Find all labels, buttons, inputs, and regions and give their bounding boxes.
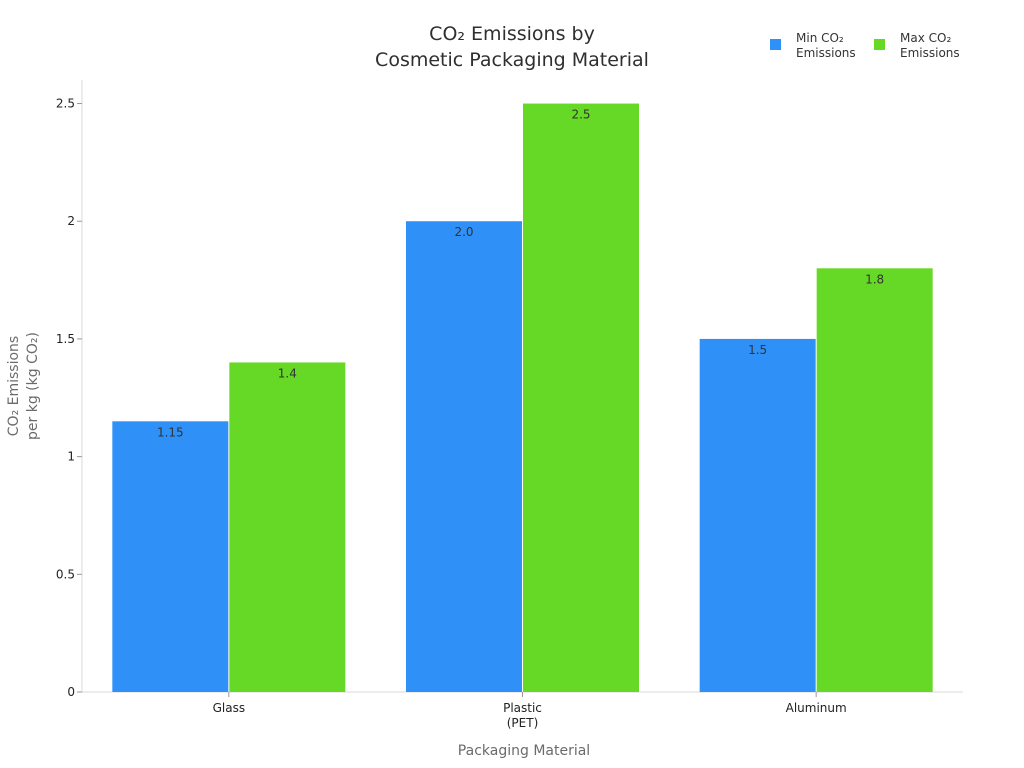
legend: Min CO₂ Emissions Max CO₂ Emissions	[770, 31, 960, 60]
legend-label-max-line-2: Emissions	[900, 46, 960, 60]
data-labels: 1.15 1.4 2.0 2.5 1.5 1.8	[157, 108, 884, 440]
legend-swatch-max	[874, 39, 885, 50]
x-tick-label: (PET)	[507, 716, 539, 730]
bar-value-label: 1.15	[157, 425, 184, 439]
x-tick-label: Glass	[213, 701, 246, 715]
bar	[406, 221, 522, 692]
y-axis-title-line-2: per kg (kg CO₂)	[25, 332, 41, 440]
bar	[523, 103, 639, 693]
y-tick-label: 1	[67, 450, 75, 464]
bar-value-label: 1.8	[865, 272, 884, 286]
chart-title-line-1: CO₂ Emissions by	[429, 23, 595, 45]
bar-value-label: 2.5	[571, 108, 590, 122]
legend-label-min-line-2: Emissions	[796, 46, 856, 60]
y-tick-label: 0.5	[56, 567, 75, 581]
y-tick-label: 0	[67, 685, 75, 699]
bar	[816, 268, 933, 692]
x-tick-label: Plastic	[503, 701, 542, 715]
y-tick-label: 2	[67, 214, 75, 228]
bar	[112, 421, 229, 692]
x-axis-title: Packaging Material	[458, 743, 590, 759]
x-tick-label: Aluminum	[786, 701, 847, 715]
bar-value-label: 1.4	[278, 366, 297, 380]
chart-title-line-2: Cosmetic Packaging Material	[375, 49, 649, 71]
legend-label-min-line-1: Min CO₂	[796, 31, 844, 45]
legend-swatch-min	[770, 39, 781, 50]
axes	[77, 80, 963, 697]
tick-labels: 0 0.5 1 1.5 2 2.5 Glass Plastic(PET) Aluminum	[56, 97, 847, 730]
y-tick-label: 1.5	[56, 332, 75, 346]
y-axis-title: CO₂ Emissions per kg (kg CO₂)	[6, 332, 41, 440]
y-axis-title-line-1: CO₂ Emissions	[6, 336, 22, 436]
bar-value-label: 2.0	[454, 225, 473, 239]
bar	[699, 338, 816, 692]
legend-label-max-line-1: Max CO₂	[900, 31, 951, 45]
y-tick-label: 2.5	[56, 97, 75, 111]
bars	[112, 103, 933, 693]
chart-title: CO₂ Emissions by Cosmetic Packaging Mate…	[375, 23, 649, 71]
bar-value-label: 1.5	[748, 343, 767, 357]
bar	[229, 362, 346, 692]
